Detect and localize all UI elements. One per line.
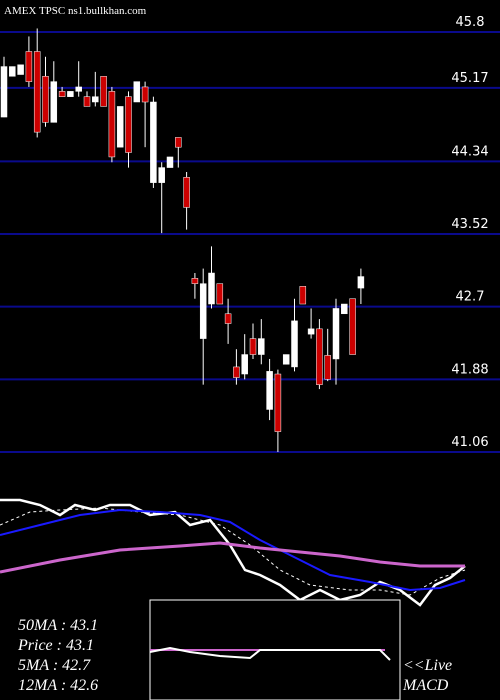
macd-panel [149, 599, 401, 700]
y-tick-label: 45.17 [451, 71, 488, 86]
candle-body [216, 283, 224, 305]
stat-label: Price : 43.1 [17, 637, 94, 654]
candle-body [33, 51, 41, 133]
candle-body [282, 354, 290, 365]
candle-body [17, 64, 24, 75]
candle-body [116, 106, 124, 148]
candle-body [266, 371, 273, 410]
candle-body [75, 86, 82, 92]
candle-body [83, 96, 91, 107]
candle-body [233, 366, 240, 378]
y-tick-label: 43.52 [451, 217, 488, 232]
stat-label: 5MA : 42.7 [18, 657, 91, 674]
chart-title: AMEX TPSC ns1.bullkhan.com [4, 5, 147, 17]
candle-body [183, 177, 190, 208]
candle-body [175, 137, 182, 148]
candle-body [357, 276, 365, 289]
candle-body [307, 328, 315, 335]
candle-body [67, 91, 74, 97]
y-tick-label: 44.34 [451, 144, 488, 159]
stat-label: 12MA : 42.6 [18, 677, 98, 694]
ma-lines [0, 498, 466, 607]
y-tick-label: 42.7 [456, 290, 485, 305]
candle-body [208, 272, 215, 305]
candle-body [133, 81, 141, 103]
candle-body [25, 51, 33, 82]
candle-body [50, 81, 58, 123]
stat-label: 50MA : 43.1 [18, 617, 98, 634]
candle-body [299, 286, 307, 305]
y-tick-label: 45.8 [456, 15, 485, 30]
candle-body [100, 76, 107, 107]
candle-body [258, 338, 265, 355]
candle-body [0, 66, 8, 118]
candle-body [199, 283, 207, 339]
candle-body [332, 308, 340, 360]
candle-body [316, 328, 323, 385]
candle-body [349, 298, 356, 355]
candle-body [274, 373, 282, 432]
candle-body [58, 91, 66, 97]
candle-body [324, 355, 331, 380]
candle-body [92, 96, 99, 103]
candle-body [341, 303, 348, 315]
macd-label: MACD [402, 677, 449, 694]
candle-body [108, 91, 116, 158]
y-tick-label: 41.06 [451, 435, 488, 450]
candle-body [249, 338, 257, 355]
live-label: <<Live [403, 657, 452, 674]
candle-body [9, 66, 16, 77]
candle-body [150, 101, 157, 183]
candle-body [158, 167, 165, 183]
candle-body [166, 156, 174, 168]
candle-body [191, 278, 199, 284]
candle-body [125, 96, 132, 153]
candle-body [141, 86, 149, 103]
candle-body [42, 76, 49, 123]
candle-body [241, 354, 248, 375]
candle-body [291, 320, 298, 368]
y-tick-label: 41.88 [451, 362, 488, 377]
candle-body [224, 313, 232, 324]
